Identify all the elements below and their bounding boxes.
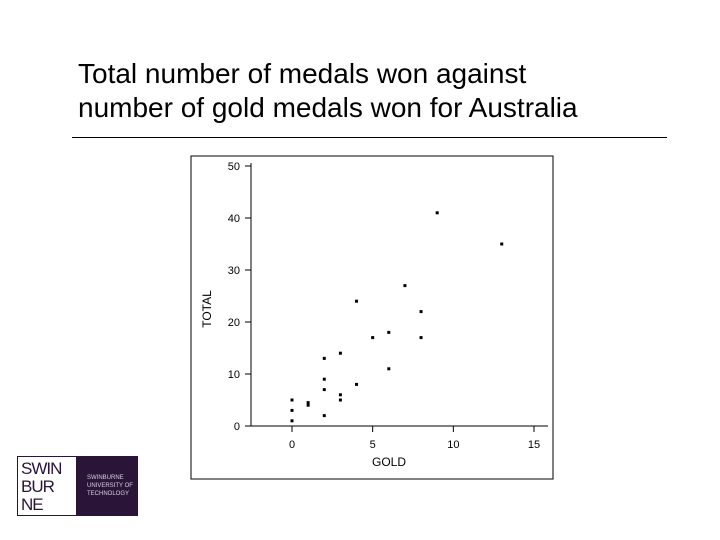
data-point: [322, 377, 326, 381]
data-point: [419, 336, 423, 340]
data-point: [355, 299, 359, 303]
slide-title-line-1: Total number of medals won against: [78, 58, 527, 89]
data-point: [403, 284, 407, 288]
data-point: [290, 408, 294, 412]
data-point: [435, 211, 439, 215]
logo-subtext-3: TECHNOLOGY: [87, 491, 130, 497]
data-point: [338, 393, 342, 397]
x-tick-label: 0: [289, 439, 295, 451]
data-point: [387, 330, 391, 334]
data-point: [355, 382, 359, 386]
chart-frame: [190, 155, 554, 480]
y-tick-label: 50: [228, 161, 240, 173]
y-tick-label: 10: [228, 369, 240, 381]
logo-word-3: NE: [21, 495, 44, 514]
logo-word-2: BUR: [21, 477, 55, 496]
y-tick-label: 40: [228, 213, 240, 225]
data-point: [419, 310, 423, 314]
data-point: [338, 351, 342, 355]
y-tick-label: 0: [234, 421, 240, 433]
data-point: [306, 403, 310, 407]
data-point: [322, 388, 326, 392]
data-point: [338, 398, 342, 402]
data-point: [371, 336, 375, 340]
swinburne-logo: SWIN BUR NE SWINBURNE UNIVERSITY OF TECH…: [17, 456, 138, 516]
logo-subtext-1: SWINBURNE: [87, 475, 124, 481]
x-tick-label: 10: [447, 439, 459, 451]
data-point: [306, 401, 310, 405]
data-point: [387, 367, 391, 371]
y-tick-label: 20: [228, 317, 240, 329]
title-divider: [72, 137, 667, 138]
data-point: [322, 356, 326, 360]
y-tick-label: 30: [228, 265, 240, 277]
y-axis-label: TOTAL: [200, 290, 214, 328]
data-point: [290, 398, 294, 402]
slide-title: Total number of medals won against numbe…: [78, 57, 678, 125]
data-point: [322, 414, 326, 418]
logo-subtext-2: UNIVERSITY OF: [87, 483, 133, 489]
slide-title-line-2: number of gold medals won for Australia: [78, 92, 578, 123]
x-tick-label: 15: [528, 439, 540, 451]
logo-wordmark-box: SWIN BUR NE: [17, 456, 77, 516]
x-axis-label: GOLD: [372, 455, 406, 469]
x-tick-label: 5: [370, 439, 376, 451]
logo-word-1: SWIN: [21, 459, 62, 478]
data-point: [290, 419, 294, 423]
data-point: [500, 242, 504, 246]
